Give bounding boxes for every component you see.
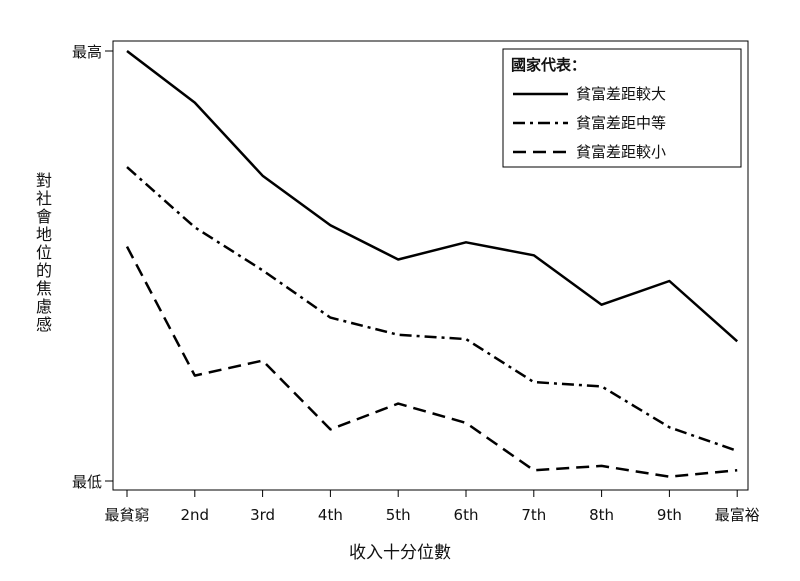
series-line-1 [126,50,739,343]
y-tick-label: 最低 [72,473,102,491]
legend-label-3: 貧富差距較小 [576,143,666,161]
x-tick-label: 5th [386,506,411,524]
x-tick-label: 7th [521,506,546,524]
series-line-3 [125,246,738,478]
x-tick-label: 3rd [250,506,275,524]
y-axis-title-wrap: 對社會地位的焦慮感 [22,172,62,334]
x-tick-label: 4th [318,506,343,524]
x-tick-label: 6th [454,506,479,524]
series-lines [125,50,739,478]
legend-label-2: 貧富差距中等 [576,114,666,132]
x-tick-label: 最富裕 [715,506,760,524]
y-tick-label: 最高 [72,43,102,61]
x-axis: 最貧窮 2nd 3rd 4th 5th 6th 7th 8th 9th 最富裕 [104,490,760,524]
plot-frame [112,40,749,491]
x-tick-label: 2nd [181,506,210,524]
x-tick-label: 8th [589,506,614,524]
y-axis-title: 對社會地位的焦慮感 [33,172,52,334]
legend-label-1: 貧富差距較大 [576,85,666,103]
series-line-2 [126,166,738,453]
legend-title: 國家代表： [511,56,586,74]
x-tick-label: 9th [657,506,682,524]
x-tick-label: 最貧窮 [104,506,149,524]
x-axis-title: 收入十分位數 [349,543,451,563]
legend-box [502,48,742,168]
